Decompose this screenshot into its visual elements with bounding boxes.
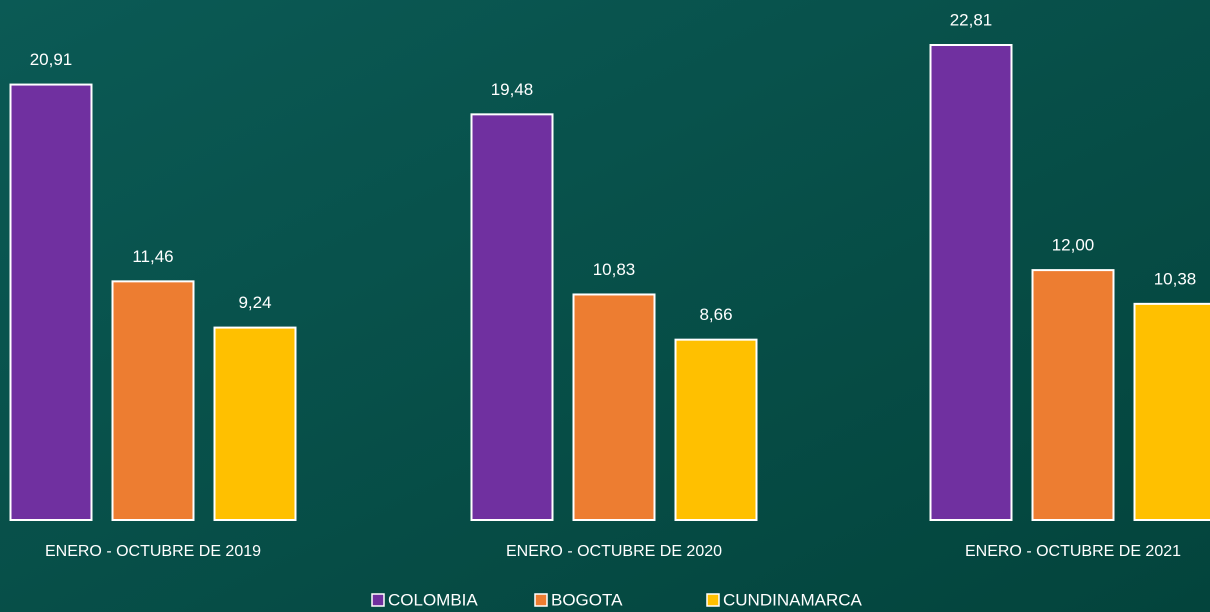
data-label: 9,24: [238, 293, 271, 312]
legend-swatch: [371, 593, 385, 607]
data-label: 12,00: [1052, 236, 1095, 255]
legend-swatch: [706, 593, 720, 607]
legend-swatch: [534, 593, 548, 607]
data-label: 11,46: [132, 247, 173, 266]
x-tick-label: ENERO - OCTUBRE DE 2020: [506, 543, 722, 560]
bar: [1133, 302, 1210, 522]
data-label: 19,48: [491, 80, 534, 99]
bar: [470, 113, 554, 522]
x-tick-label: ENERO - OCTUBRE DE 2019: [45, 543, 261, 560]
data-label: 22,81: [950, 10, 993, 29]
bar: [929, 44, 1013, 521]
data-label: 10,38: [1154, 269, 1197, 288]
legend-label: CUNDINAMARCA: [723, 590, 863, 609]
bar: [213, 326, 297, 521]
bar: [9, 83, 93, 521]
bar: [674, 338, 758, 521]
data-label: 20,91: [30, 50, 73, 69]
bar: [572, 293, 656, 521]
bar: [1031, 269, 1115, 521]
legend-label: BOGOTA: [551, 590, 623, 609]
data-label: 10,83: [593, 260, 636, 279]
x-tick-label: ENERO - OCTUBRE DE 2021: [965, 543, 1181, 560]
legend-label: COLOMBIA: [388, 590, 478, 609]
data-label: 8,66: [699, 305, 732, 324]
bar: [111, 280, 195, 521]
